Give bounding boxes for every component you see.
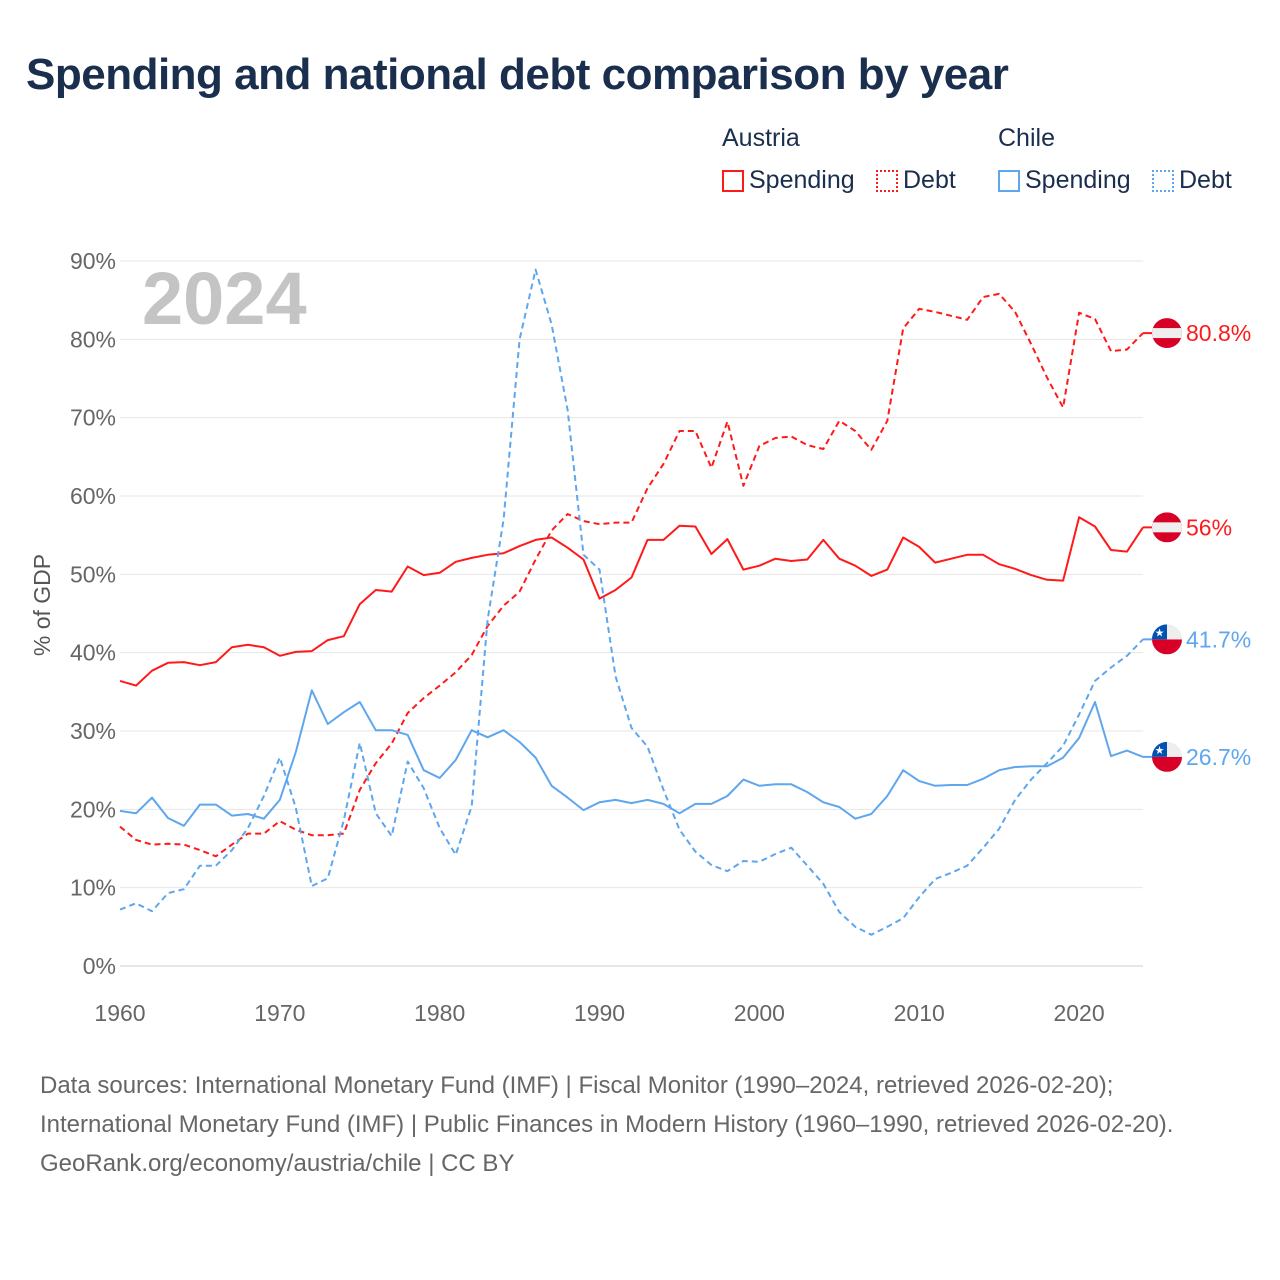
solid-swatch-icon [722, 169, 744, 192]
series-line-austria-debt [119, 292, 1144, 858]
y-tick-label: 30% [70, 718, 116, 744]
end-label-austria-debt: 80.8% [1143, 318, 1251, 349]
x-tick-label: 1970 [254, 1000, 305, 1026]
y-tick-label: 0% [83, 953, 116, 979]
legend-label: Debt [1179, 166, 1232, 194]
series-line-chile-spending [119, 689, 1144, 827]
y-tick-label: 50% [70, 561, 116, 587]
end-label-austria-spending: 56% [1143, 512, 1232, 543]
legend-label: Spending [1025, 166, 1131, 194]
x-tick-label: 2000 [734, 1000, 785, 1026]
x-tick-label: 1980 [414, 1000, 465, 1026]
gridlines: 0% 10% 20% 30% 40% 50% 60% 70% 80% 90% 1960 1970 198… [70, 248, 1143, 1026]
end-value-label: 26.7% [1186, 744, 1251, 770]
footer: Data sources: International Monetary Fun… [40, 1066, 1240, 1183]
end-labels: 56% 80.8% ★ 26.7% ★ 41.7% [1143, 318, 1251, 772]
end-value-label: 56% [1186, 514, 1232, 540]
solid-swatch-icon [998, 169, 1020, 192]
y-tick-label: 20% [70, 796, 116, 822]
y-tick-label: 10% [70, 875, 116, 901]
year-watermark: 2024 [142, 257, 307, 340]
svg-text:★: ★ [1155, 745, 1165, 757]
end-label-chile-debt: ★ 41.7% [1143, 624, 1251, 655]
series-line-chile-debt [119, 268, 1144, 936]
x-tick-label: 2020 [1053, 1000, 1104, 1026]
y-tick-label: 40% [70, 640, 116, 666]
credit-link[interactable]: GeoRank.org/economy/austria/chile | CC B… [40, 1150, 515, 1177]
x-tick-label: 1960 [94, 1000, 145, 1026]
end-label-chile-spending: ★ 26.7% [1143, 741, 1251, 772]
legend-label: Debt [903, 166, 956, 194]
y-tick-label: 90% [70, 248, 116, 274]
legend-item-austria-spending[interactable]: Spending [722, 166, 855, 195]
dotted-swatch-icon [1152, 169, 1174, 192]
end-value-label: 41.7% [1186, 626, 1251, 652]
data-sources: Data sources: International Monetary Fun… [40, 1072, 1174, 1138]
y-axis-label: % of GDP [29, 554, 55, 656]
austria-flag-icon [1152, 318, 1182, 349]
svg-text:★: ★ [1155, 627, 1165, 639]
y-tick-label: 80% [70, 326, 116, 352]
legend-item-chile-spending[interactable]: Spending [998, 166, 1131, 195]
y-tick-label: 70% [70, 405, 116, 431]
chile-flag-icon: ★ [1152, 624, 1182, 655]
austria-flag-icon [1152, 512, 1182, 543]
series-line-austria-spending [119, 516, 1144, 687]
legend-item-austria-debt[interactable]: Debt [876, 166, 956, 195]
legend-item-chile-debt[interactable]: Debt [1152, 166, 1232, 195]
x-tick-label: 2010 [894, 1000, 945, 1026]
legend-country-chile: Chile [998, 124, 1055, 152]
x-tick-label: 1990 [574, 1000, 625, 1026]
series-lines [119, 268, 1144, 936]
chile-flag-icon: ★ [1152, 741, 1182, 772]
dotted-swatch-icon [876, 169, 898, 192]
legend-label: Spending [749, 166, 855, 194]
y-tick-label: 60% [70, 483, 116, 509]
legend-country-austria: Austria [722, 124, 800, 152]
end-value-label: 80.8% [1186, 320, 1251, 346]
line-chart: 0% 10% 20% 30% 40% 50% 60% 70% 80% 90% 1960 1970 198… [29, 248, 1251, 1026]
chart-title: Spending and national debt comparison by… [26, 50, 1009, 99]
